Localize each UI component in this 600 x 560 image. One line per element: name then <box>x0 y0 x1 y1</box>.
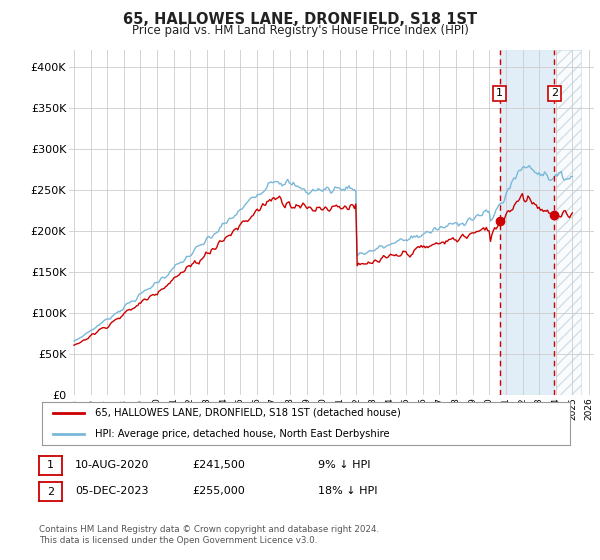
Text: Price paid vs. HM Land Registry's House Price Index (HPI): Price paid vs. HM Land Registry's House … <box>131 24 469 37</box>
Bar <box>556 50 581 395</box>
Text: 18% ↓ HPI: 18% ↓ HPI <box>318 486 377 496</box>
Text: 1: 1 <box>47 460 54 470</box>
Text: 05-DEC-2023: 05-DEC-2023 <box>75 486 149 496</box>
Bar <box>556 50 581 395</box>
Text: 9% ↓ HPI: 9% ↓ HPI <box>318 460 371 470</box>
Text: Contains HM Land Registry data © Crown copyright and database right 2024.
This d: Contains HM Land Registry data © Crown c… <box>39 525 379 545</box>
Text: HPI: Average price, detached house, North East Derbyshire: HPI: Average price, detached house, Nort… <box>95 429 389 439</box>
Text: £255,000: £255,000 <box>192 486 245 496</box>
Text: 1: 1 <box>496 88 503 99</box>
Text: 2: 2 <box>551 88 558 99</box>
Text: 65, HALLOWES LANE, DRONFIELD, S18 1ST: 65, HALLOWES LANE, DRONFIELD, S18 1ST <box>123 12 477 27</box>
Text: 65, HALLOWES LANE, DRONFIELD, S18 1ST (detached house): 65, HALLOWES LANE, DRONFIELD, S18 1ST (d… <box>95 408 401 418</box>
Text: 2: 2 <box>47 487 54 497</box>
Text: £241,500: £241,500 <box>192 460 245 470</box>
Bar <box>500 50 554 395</box>
Text: 10-AUG-2020: 10-AUG-2020 <box>75 460 149 470</box>
